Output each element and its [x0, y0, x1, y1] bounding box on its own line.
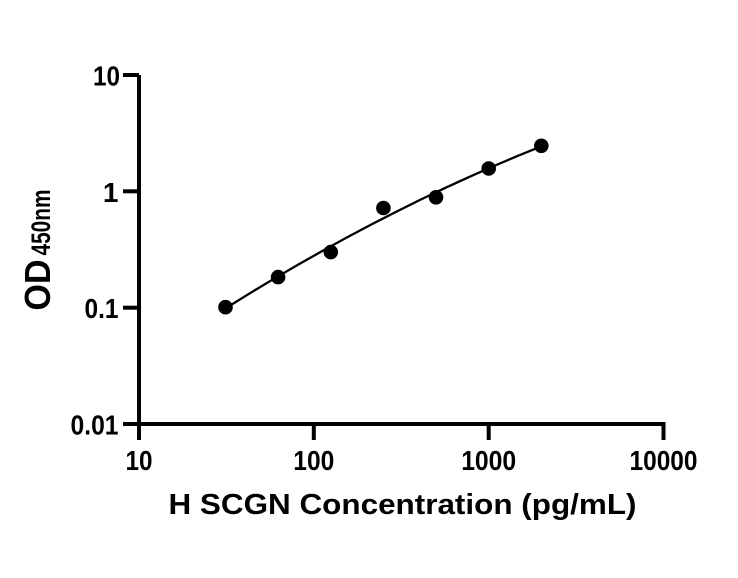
svg-text:100: 100 [293, 445, 334, 476]
svg-text:0.01: 0.01 [71, 410, 119, 441]
svg-text:10000: 10000 [630, 445, 698, 476]
svg-text:10: 10 [93, 61, 120, 92]
svg-text:1000: 1000 [461, 445, 516, 476]
svg-text:H SCGN Concentration (pg/mL): H SCGN Concentration (pg/mL) [169, 489, 637, 521]
svg-text:10: 10 [126, 445, 153, 476]
svg-text:450nm: 450nm [26, 190, 56, 256]
svg-text:1: 1 [103, 177, 119, 208]
svg-text:0.1: 0.1 [85, 293, 119, 324]
svg-text:OD: OD [17, 260, 58, 311]
